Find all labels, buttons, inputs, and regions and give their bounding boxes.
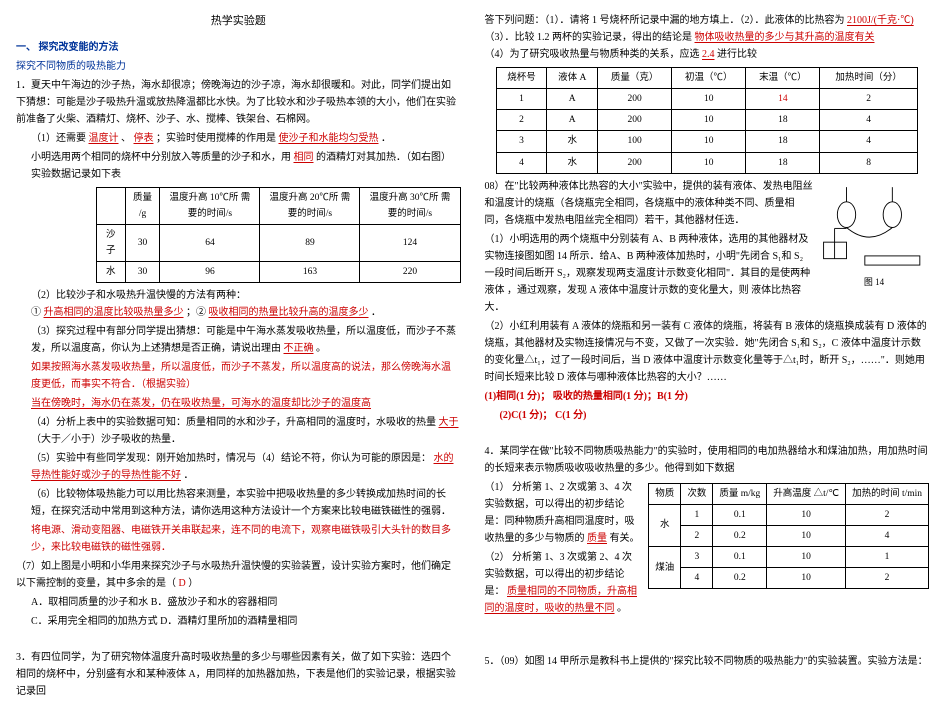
q3-blank: 不正确 — [284, 343, 314, 354]
q7: （7）如上图是小明和小华用来探究沙子与水吸热升温快慢的实验装置，设计实验方案时，… — [16, 558, 461, 592]
q2-label: （2）比较沙子和水吸热升温快慢的方法有两种： — [31, 290, 246, 301]
q1-mid: 、 — [121, 133, 131, 144]
q1-end: ． — [381, 133, 391, 144]
q7-label: （7）如上图是小明和小华用来探究沙子与水吸热升温快慢的实验装置，设计实验方案时，… — [16, 561, 451, 589]
q3: （3）探究过程中有部分同学提出猜想：可能是中午海水蒸发吸收热量，所以温度低，而沙… — [16, 323, 461, 357]
apparatus-icon — [819, 178, 929, 270]
figure-caption: 图 14 — [819, 275, 929, 290]
q1-blank3: 使沙子和水能均匀受热 — [279, 133, 379, 144]
r-p4-2-blank: 质量相同的不同物质，升高相同的温度时，吸收的热量不同 — [485, 586, 638, 614]
q4-tail: （大于／小于）沙子吸收的热量． — [31, 434, 181, 445]
q2-b-blank: 吸收相同的热量比较升高的温度多少 — [209, 307, 369, 318]
q2-a-blank: 升高相同的温度比较吸热量多少 — [44, 307, 184, 318]
r-p1-blank1: 2100J/(千克·℃) — [847, 15, 914, 26]
q2-b: ；② — [186, 307, 206, 318]
q2-end: ． — [371, 307, 381, 318]
q7-opts-a: A．取相同质量的沙子和水 B．盛放沙子和水的容器相同 — [16, 594, 461, 611]
q1-tail: ；实验时使用搅棒的作用是 — [156, 133, 276, 144]
q1-blank2: 停表 — [134, 133, 154, 144]
q3-ans: 如果按照海水蒸发吸收热量，所以温度低，而沙子不蒸发，所以温度高的说法，那么傍晚海… — [16, 359, 461, 393]
q1: （1）还需要 温度计 、 停表 ；实验时使用搅棒的作用是 使沙子和水能均匀受热 … — [16, 130, 461, 147]
right-column: 答下列问题：（1）．请将 1 号烧杯所记录中漏的地方填上．（2）．此液体的比热容… — [485, 12, 930, 702]
p2-blank: 相同 — [294, 152, 314, 163]
table-3: 物质 次数 质量 m/kg 升高温度 △t/℃ 加热的时间 t/min 水 1 … — [648, 483, 929, 590]
q4-blank: 大于 — [439, 417, 459, 428]
figure-14: 图 14 — [819, 178, 929, 290]
r-p1-blank3: 2.4 — [702, 49, 715, 60]
para-2: 小明选用两个相同的烧杯中分别放入等质量的沙子和水，用 相同 的酒精灯对其加热．（… — [16, 149, 461, 183]
r-p4-1-blank: 质量 — [587, 533, 607, 544]
r-p4: 4．某同学在做"比较不同物质吸热能力"的实验时，使用相同的电加热器给水和煤油加热… — [485, 443, 930, 477]
q1-label: （1）还需要 — [31, 133, 86, 144]
q3-label: （3）探究过程中有部分同学提出猜想：可能是中午海水蒸发吸收热量，所以温度低，而沙… — [31, 326, 456, 354]
q5-end: ． — [184, 470, 194, 481]
q4-label: （4）分析上表中的实验数据可知：质量相同的水和沙子，升高相同的温度时，水吸收的热… — [31, 417, 436, 428]
table-1: 质量 /g 温度升高 10℃所 需要的时间/s 温度升高 20℃所 需要的时间/… — [96, 187, 461, 284]
r-p1: 答下列问题：（1）．请将 1 号烧杯所记录中漏的地方填上．（2）．此液体的比热容… — [485, 12, 930, 63]
para-3: 3．有四位同学，为了研究物体温度升高时吸收热量的多少与哪些因素有关，做了如下实验… — [16, 649, 461, 700]
q6-label: （6）比较物体吸热能力可以用比热容来测量，本实验中把吸收热量的多少转换成加热时间… — [16, 486, 461, 520]
q3-end: 。 — [316, 343, 326, 354]
q4: （4）分析上表中的实验数据可知：质量相同的水和沙子，升高相同的温度时，水吸收的热… — [16, 414, 461, 448]
page-title: 热学实验题 — [16, 12, 461, 31]
q2-a: ① — [31, 307, 41, 318]
table-2: 烧杯号 液体 A 质量（克） 初温（℃） 末温（℃） 加热时间（分） 1 A 2… — [496, 67, 918, 174]
q7-opts-b: C．采用完全相同的加热方式 D．酒精灯里所加的酒精量相同 — [16, 613, 461, 630]
para-1: 1．夏天中午海边的沙子热，海水却很凉；傍晚海边的沙子凉，海水却很暖和。对此，同学… — [16, 77, 461, 128]
r-p08-ans1: (1)相同(1 分)； 吸收的热量相同(1 分)；B(1 分) — [485, 388, 930, 405]
section-heading-2: 探究不同物质的吸热能力 — [16, 58, 461, 75]
left-column: 热学实验题 一、 探究改变能的方法 探究不同物质的吸热能力 1．夏天中午海边的沙… — [16, 12, 461, 702]
q2: （2）比较沙子和水吸热升温快慢的方法有两种： ① 升高相同的温度比较吸热量多少 … — [16, 287, 461, 321]
q6-ans: 将电源、滑动变阻器、电磁铁开关串联起来，连不同的电流下，观察电磁铁吸引大头针的数… — [16, 522, 461, 556]
q5: （5）实验中有些同学发现：刚开始加热时，情况与（4）结论不符，你认为可能的原因是… — [16, 450, 461, 484]
r-p1-blank2: 物体吸收热量的多少与其升高的温度有关 — [695, 32, 875, 43]
r-p08-ans2: (2)C(1 分)； C(1 分) — [485, 407, 930, 424]
section-heading-1: 一、 探究改变能的方法 — [16, 39, 461, 56]
q5-label: （5）实验中有些同学发现：刚开始加热时，情况与（4）结论不符，你认为可能的原因是… — [31, 453, 431, 464]
q3-extra: 当在傍晚时，海水仍在蒸发，仍在吸收热量，可海水的温度却比沙子的温度高 — [16, 395, 461, 412]
q7-tail: ） — [188, 578, 198, 589]
r-p08-2: （2）小红利用装有 A 液体的烧瓶和另一装有 C 液体的烧瓶，将装有 B 液体的… — [485, 318, 930, 386]
q7-ans: D — [179, 578, 186, 589]
q1-blank1: 温度计 — [89, 133, 119, 144]
r-p5: 5．（09）如图 14 甲所示是教科书上提供的"探究比较不同物质的吸热能力"的实… — [485, 653, 930, 670]
